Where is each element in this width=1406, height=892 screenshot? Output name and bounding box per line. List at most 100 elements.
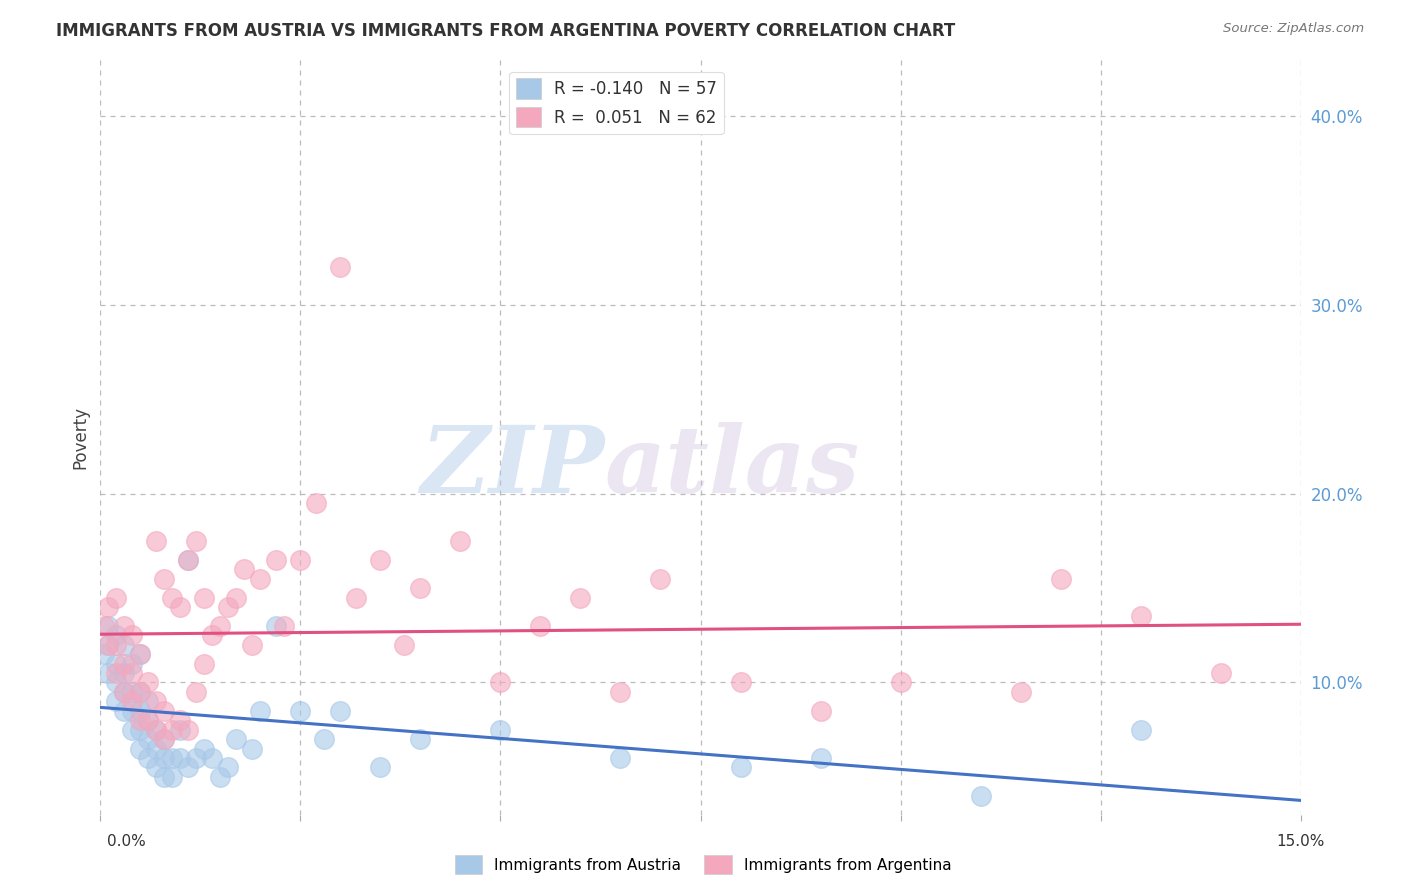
Point — [112, 685, 135, 699]
Point — [1129, 609, 1152, 624]
Point — [112, 619, 135, 633]
Point — [129, 685, 152, 699]
Point — [242, 741, 264, 756]
Point — [569, 591, 592, 605]
Point — [145, 723, 167, 737]
Point — [225, 732, 247, 747]
Point — [233, 562, 256, 576]
Legend: R = -0.140   N = 57, R =  0.051   N = 62: R = -0.140 N = 57, R = 0.051 N = 62 — [509, 71, 724, 134]
Point — [650, 572, 672, 586]
Point — [1010, 685, 1032, 699]
Point — [129, 685, 152, 699]
Point — [97, 638, 120, 652]
Point — [105, 694, 128, 708]
Point — [121, 665, 143, 680]
Point — [177, 553, 200, 567]
Point — [225, 591, 247, 605]
Point — [249, 704, 271, 718]
Point — [266, 553, 288, 567]
Point — [93, 619, 115, 633]
Point — [138, 694, 160, 708]
Text: ZIP: ZIP — [420, 422, 605, 512]
Point — [969, 789, 991, 803]
Point — [609, 751, 631, 765]
Point — [97, 599, 120, 614]
Y-axis label: Poverty: Poverty — [72, 406, 89, 468]
Legend: Immigrants from Austria, Immigrants from Argentina: Immigrants from Austria, Immigrants from… — [449, 849, 957, 880]
Point — [329, 260, 352, 275]
Point — [162, 723, 184, 737]
Point — [162, 591, 184, 605]
Point — [153, 732, 176, 747]
Text: Source: ZipAtlas.com: Source: ZipAtlas.com — [1223, 22, 1364, 36]
Point — [112, 685, 135, 699]
Point — [145, 741, 167, 756]
Point — [162, 770, 184, 784]
Point — [121, 694, 143, 708]
Point — [489, 675, 512, 690]
Point — [201, 751, 224, 765]
Point — [153, 704, 176, 718]
Point — [409, 732, 432, 747]
Point — [329, 704, 352, 718]
Point — [138, 713, 160, 727]
Point — [93, 647, 115, 661]
Point — [153, 572, 176, 586]
Point — [121, 704, 143, 718]
Point — [186, 751, 208, 765]
Point — [153, 732, 176, 747]
Point — [121, 685, 143, 699]
Point — [1049, 572, 1071, 586]
Point — [138, 732, 160, 747]
Point — [730, 675, 752, 690]
Point — [105, 675, 128, 690]
Point — [201, 628, 224, 642]
Point — [209, 770, 232, 784]
Point — [290, 704, 312, 718]
Point — [314, 732, 336, 747]
Point — [217, 599, 239, 614]
Point — [97, 665, 120, 680]
Point — [217, 760, 239, 774]
Point — [409, 581, 432, 595]
Point — [394, 638, 416, 652]
Point — [249, 572, 271, 586]
Point — [145, 533, 167, 548]
Point — [129, 713, 152, 727]
Point — [266, 619, 288, 633]
Point — [186, 533, 208, 548]
Point — [145, 694, 167, 708]
Point — [305, 496, 328, 510]
Point — [290, 553, 312, 567]
Point — [489, 723, 512, 737]
Point — [129, 647, 152, 661]
Point — [121, 657, 143, 671]
Point — [370, 760, 392, 774]
Point — [344, 591, 367, 605]
Text: atlas: atlas — [605, 422, 859, 512]
Point — [177, 760, 200, 774]
Point — [105, 657, 128, 671]
Point — [112, 665, 135, 680]
Point — [449, 533, 471, 548]
Point — [138, 675, 160, 690]
Point — [273, 619, 295, 633]
Point — [105, 665, 128, 680]
Point — [129, 704, 152, 718]
Point — [121, 628, 143, 642]
Point — [1129, 723, 1152, 737]
Point — [112, 704, 135, 718]
Point — [177, 553, 200, 567]
Point — [169, 723, 191, 737]
Point — [129, 647, 152, 661]
Point — [145, 723, 167, 737]
Point — [129, 723, 152, 737]
Point — [193, 741, 215, 756]
Point — [129, 741, 152, 756]
Point — [105, 638, 128, 652]
Point — [138, 751, 160, 765]
Point — [209, 619, 232, 633]
Point — [370, 553, 392, 567]
Point — [1209, 665, 1232, 680]
Point — [193, 657, 215, 671]
